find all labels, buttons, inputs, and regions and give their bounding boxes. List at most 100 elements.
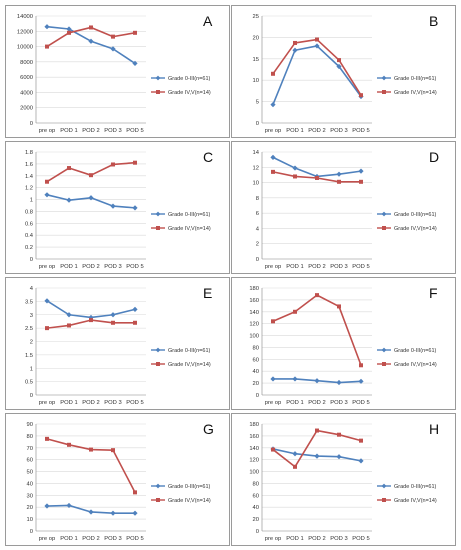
data-point [133,30,137,35]
data-point [315,175,319,180]
legend-label: Grade IV,V(n=14) [394,226,437,232]
legend-label: Grade 0-III(n=61) [168,484,211,490]
data-point [110,203,116,209]
y-tick-label: 140 [249,446,259,452]
x-tick-label: POD 2 [82,264,99,270]
legend-marker [381,483,387,489]
x-tick-label: POD 5 [126,264,143,270]
y-tick-label: 60 [253,357,259,363]
y-tick-label: 70 [27,446,33,452]
line-chart-b: 0 5 10 15 20 25 pre op POD 1 POD 2 POD 3 POD 5 Grad… [253,13,439,134]
y-tick-label: 4000 [20,90,33,96]
y-tick-label: 5 [256,100,259,106]
data-point [89,173,93,178]
data-point [315,293,319,298]
y-tick-label: 0 [30,257,33,263]
legend-label: Grade 0-III(n=61) [394,484,437,490]
data-point [66,197,72,203]
data-point [110,510,116,516]
x-tick-label: POD 2 [308,264,325,270]
y-tick-label: 1.6 [25,162,33,168]
data-point [271,447,275,452]
y-tick-label: 12000 [17,29,33,35]
data-point [111,162,115,167]
series-line-2 [272,294,362,366]
data-point [293,174,297,179]
x-tick-label: POD 5 [126,128,143,134]
data-point [315,37,319,42]
x-tick-label: POD 3 [330,400,347,406]
data-point [292,376,298,382]
legend-marker [382,498,386,502]
data-point [314,453,320,459]
y-tick-label: 40 [253,505,259,511]
legend-marker [381,211,387,217]
data-point [45,179,49,184]
data-point [89,447,93,452]
legend-marker [382,362,386,366]
data-point [358,378,364,384]
series-line-1 [272,156,362,178]
data-point [336,379,342,386]
y-tick-label: 80 [253,345,259,351]
line-chart-d: 0 2 4 6 8 10 12 14 pre op POD 1 POD 2 POD 3 POD 5 Gra… [253,149,440,270]
x-tick-label: POD 2 [308,536,325,542]
data-point [270,101,276,108]
data-point [110,312,116,318]
y-tick-label: 80 [27,434,33,440]
legend-marker [156,226,160,230]
data-point [315,428,319,433]
x-tick-label: pre op [39,400,55,406]
data-point [314,378,320,384]
y-tick-label: 20 [27,505,33,511]
line-chart-f: 0 20 40 60 80 100 120 140 160 180 pre op POD 1 POD 2… [249,285,437,406]
y-tick-label: 160 [249,298,259,304]
data-point [133,160,137,165]
data-point [292,47,298,53]
x-tick-label: POD 3 [104,264,121,270]
chart-panel-d: 0 2 4 6 8 10 12 14 pre op POD 1 POD 2 POD 3 POD 5 Gra… [231,141,456,274]
data-point [314,43,320,49]
legend-marker [381,75,387,81]
y-tick-label: 80 [253,481,259,487]
data-point [271,319,275,324]
data-point [67,30,71,35]
y-tick-label: 60 [253,493,259,499]
line-chart-c: 0 0.2 0.4 0.6 0.8 1 1.2 1.4 1.6 1.8 pre op POD 1 POD… [25,149,213,270]
y-tick-label: 30 [27,493,33,499]
y-tick-label: 0.4 [25,233,34,239]
data-point [88,38,94,44]
chart-panel-c: 0 0.2 0.4 0.6 0.8 1 1.2 1.4 1.6 1.8 pre op POD 1 POD… [5,141,230,274]
data-point [271,169,275,174]
x-tick-label: POD 3 [330,128,347,134]
y-tick-label: 0.5 [25,380,33,386]
data-point [132,60,138,66]
line-chart-h: 0 20 40 60 80 100 120 140 160 180 pre op POD 1 POD 2… [249,421,439,542]
data-point [292,165,298,171]
data-point [88,195,94,201]
data-point [132,306,138,312]
x-tick-label: POD 2 [308,128,325,134]
line-chart-g: 0 10 20 30 40 50 60 70 80 90 pre op POD 1 POD 2 POD 3… [27,421,214,542]
data-point [336,171,342,177]
data-point [337,179,341,184]
x-tick-label: POD 3 [330,264,347,270]
x-tick-label: pre op [39,536,55,542]
legend-label: Grade 0-III(n=61) [394,212,437,218]
x-tick-label: POD 1 [286,400,303,406]
y-tick-label: 1 [30,198,33,204]
data-point [337,58,341,63]
x-tick-label: pre op [265,536,281,542]
x-tick-label: pre op [39,264,55,270]
data-point [66,26,72,32]
x-tick-label: POD 5 [352,400,369,406]
legend-marker [155,75,161,81]
y-tick-label: 0 [256,257,259,263]
y-tick-label: 10 [253,181,259,187]
x-tick-label: POD 2 [82,536,99,542]
series-line-1 [46,25,136,65]
legend-marker [382,226,386,230]
data-point [132,510,138,516]
y-tick-label: 2.5 [25,326,33,332]
data-point [293,40,297,45]
